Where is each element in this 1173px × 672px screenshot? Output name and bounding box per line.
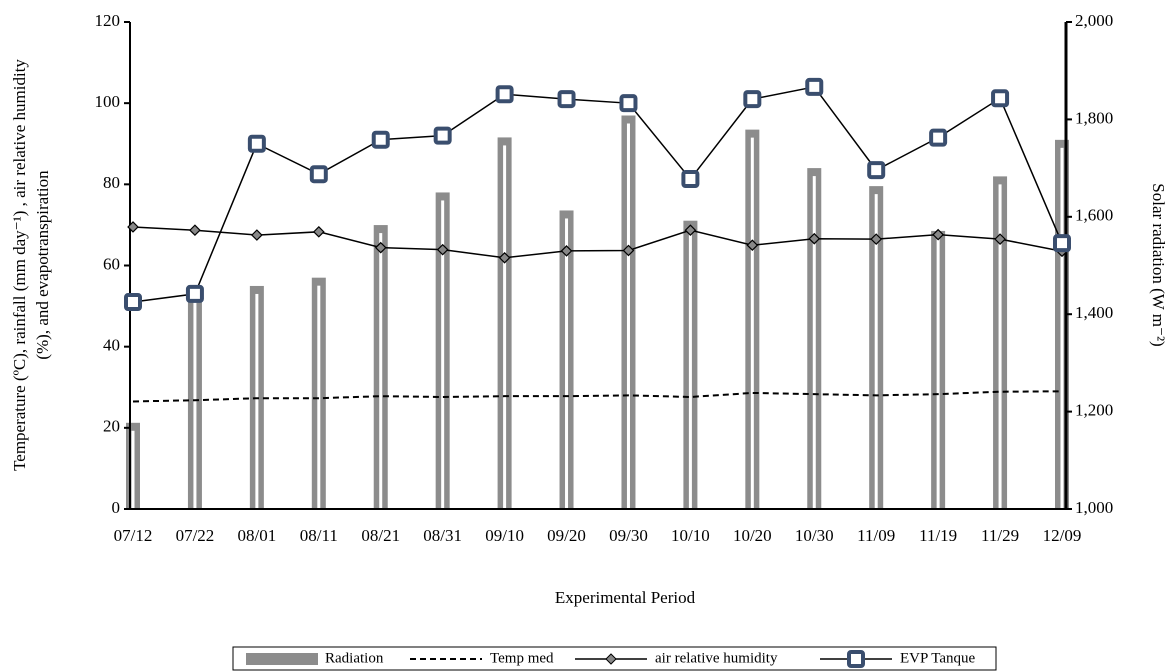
x-tick-label: 10/10 [671,526,710,545]
point [309,165,328,184]
x-tick-label: 08/01 [237,526,276,545]
y-tick-label: 100 [95,92,121,111]
point [433,126,452,145]
x-tick-label: 09/30 [609,526,648,545]
x-tick-label: 08/21 [361,526,400,545]
bar-highlight [255,293,259,509]
point [189,224,201,237]
legend-label: EVP Tanque [900,650,976,666]
point [681,170,700,189]
bar-highlight [936,238,940,509]
x-tick-label: 07/22 [176,526,215,545]
legend-swatch [246,653,318,665]
x-axis-label: Experimental Period [555,588,696,607]
point [374,241,387,254]
point [312,225,325,238]
bar-highlight [379,233,383,510]
bar-highlight [874,194,878,509]
point [684,224,697,237]
point [746,239,759,252]
legend-marker [605,653,617,665]
legend-label: air relative humidity [655,650,778,666]
y2-tick-label: 1,600 [1075,206,1113,225]
y-tick-label: 0 [112,498,121,517]
bar-highlight [441,200,445,509]
point [870,233,883,245]
x-tick-label: 11/29 [981,526,1019,545]
point [743,90,762,109]
point [247,134,266,153]
x-tick-label: 09/20 [547,526,586,545]
x-tick-label: 09/10 [485,526,524,545]
bar-highlight [626,123,630,509]
x-tick-label: 11/09 [857,526,895,545]
point [867,161,886,180]
y2-axis-label: Solar radiation (W m⁻²) [1149,183,1168,346]
x-tick-label: 07/12 [114,526,153,545]
point [560,245,573,257]
y-tick-label: 20 [103,417,120,436]
bar-highlight [688,228,692,510]
bar-highlight [1060,147,1064,509]
y2-tick-label: 2,000 [1075,11,1113,30]
x-tick-label: 08/31 [423,526,462,545]
legend-marker [847,650,865,668]
x-tick-label: 12/09 [1043,526,1082,545]
line [132,390,1063,403]
point [557,90,576,109]
point [127,221,139,233]
bar-highlight [193,302,197,509]
point [498,251,511,264]
y-tick-label: 60 [103,254,120,273]
point [932,228,944,241]
point [1053,234,1071,253]
point [991,89,1010,108]
y-axis-label: Temperature (ºC), rainfall (mm day⁻¹) , … [10,59,29,471]
x-tick-label: 10/20 [733,526,772,545]
line [132,226,1063,259]
point [994,233,1006,245]
legend-label: Radiation [325,650,384,666]
bar-highlight [812,176,816,509]
bar-highlight [565,218,569,509]
y-tick-label: 120 [95,11,121,30]
line [132,86,1063,303]
point [808,232,821,245]
point [622,244,635,257]
point [251,229,263,241]
point [436,243,449,256]
x-tick-label: 10/30 [795,526,834,545]
bar-highlight [998,184,1002,509]
bar-highlight [503,145,507,509]
point [619,94,638,113]
y2-tick-label: 1,000 [1075,498,1113,517]
point [371,130,390,149]
y-axis-label: (%), and evapotranspiration [33,170,52,360]
point [805,77,824,96]
y-tick-label: 40 [103,336,120,355]
point [929,128,948,147]
point [124,293,142,312]
bar-highlight [750,137,754,509]
y2-tick-label: 1,400 [1075,303,1113,322]
y2-tick-label: 1,800 [1075,108,1113,127]
point [495,85,514,104]
legend-box [232,646,997,671]
bar-highlight [131,430,135,509]
legend-label: Temp med [490,650,554,666]
point [185,284,204,303]
y-tick-label: 80 [103,173,120,192]
x-tick-label: 11/19 [919,526,957,545]
x-tick-label: 08/11 [300,526,338,545]
y2-tick-label: 1,200 [1075,401,1113,420]
